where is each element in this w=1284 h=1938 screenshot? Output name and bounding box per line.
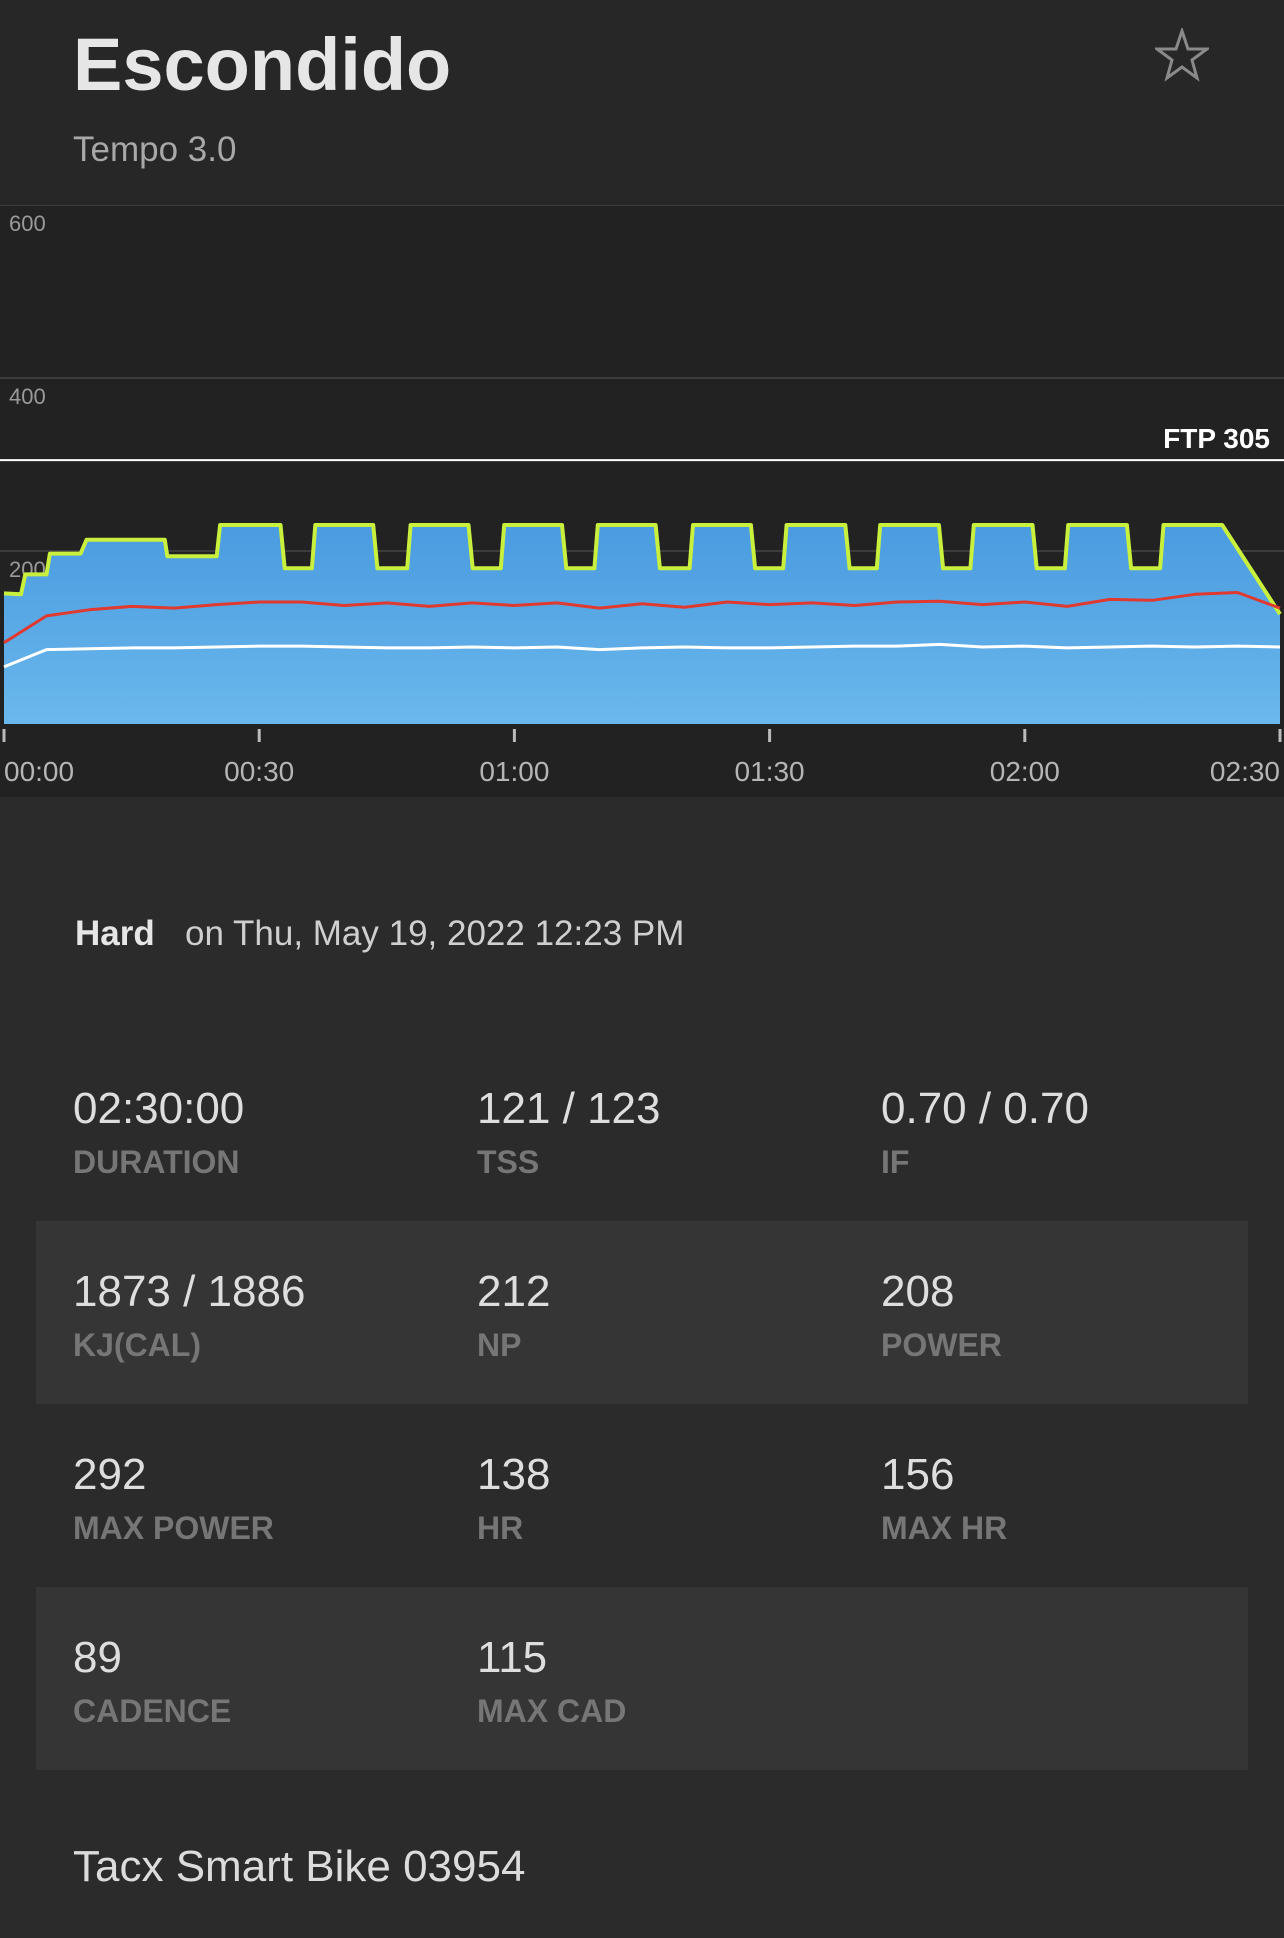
favorite-star[interactable] xyxy=(1155,28,1209,82)
stat-value: 02:30:00 xyxy=(73,1084,245,1133)
stat-label: POWER xyxy=(881,1327,1002,1363)
stat-label: CADENCE xyxy=(73,1693,232,1729)
stat-label: MAX CAD xyxy=(477,1693,627,1729)
header xyxy=(0,0,1284,205)
difficulty: Hard xyxy=(75,914,155,953)
series-line xyxy=(3,642,1281,669)
stat-label: MAX HR xyxy=(881,1510,1008,1546)
stat-value: 89 xyxy=(73,1633,122,1682)
stats-row-band xyxy=(36,1587,1248,1770)
stat-label: TSS xyxy=(477,1144,540,1180)
stat-label: HR xyxy=(477,1510,524,1546)
stat-label: DURATION xyxy=(73,1144,240,1180)
stat-label: MAX POWER xyxy=(73,1510,274,1546)
stat-value: 212 xyxy=(477,1267,551,1316)
stat-value: 121 / 123 xyxy=(477,1084,661,1133)
series-line xyxy=(3,523,1282,616)
x-tick-label: 01:00 xyxy=(479,756,549,787)
y-tick-label: 400 xyxy=(9,384,46,409)
stat-label: IF xyxy=(881,1144,910,1180)
stat-value: 115 xyxy=(477,1633,548,1682)
title: Escondido xyxy=(73,23,452,106)
x-tick-label: 02:00 xyxy=(990,756,1060,787)
y-tick-label: 600 xyxy=(9,211,46,236)
stats-row-band xyxy=(36,1221,1248,1404)
x-tick-label: 01:30 xyxy=(735,756,805,787)
x-tick-label: 00:30 xyxy=(224,756,294,787)
stat-value: 292 xyxy=(73,1450,147,1499)
stat-value: 1873 / 1886 xyxy=(73,1267,306,1316)
ftp-label: FTP 305 xyxy=(1163,423,1270,454)
workout-date: on Thu, May 19, 2022 12:23 PM xyxy=(185,914,685,953)
subtitle: Tempo 3.0 xyxy=(73,130,237,169)
stat-value: 208 xyxy=(881,1267,955,1316)
stat-value: 0.70 / 0.70 xyxy=(881,1084,1089,1133)
device-name: Tacx Smart Bike 03954 xyxy=(73,1842,526,1891)
x-tick-label: 02:30 xyxy=(1210,756,1280,787)
stat-value: 138 xyxy=(477,1450,551,1499)
series-line xyxy=(3,591,1281,644)
stat-value: 156 xyxy=(881,1450,955,1499)
power-area xyxy=(4,525,1280,724)
x-tick-label: 00:00 xyxy=(4,756,74,787)
stat-label: KJ(CAL) xyxy=(73,1327,201,1363)
stat-label: NP xyxy=(477,1327,522,1363)
